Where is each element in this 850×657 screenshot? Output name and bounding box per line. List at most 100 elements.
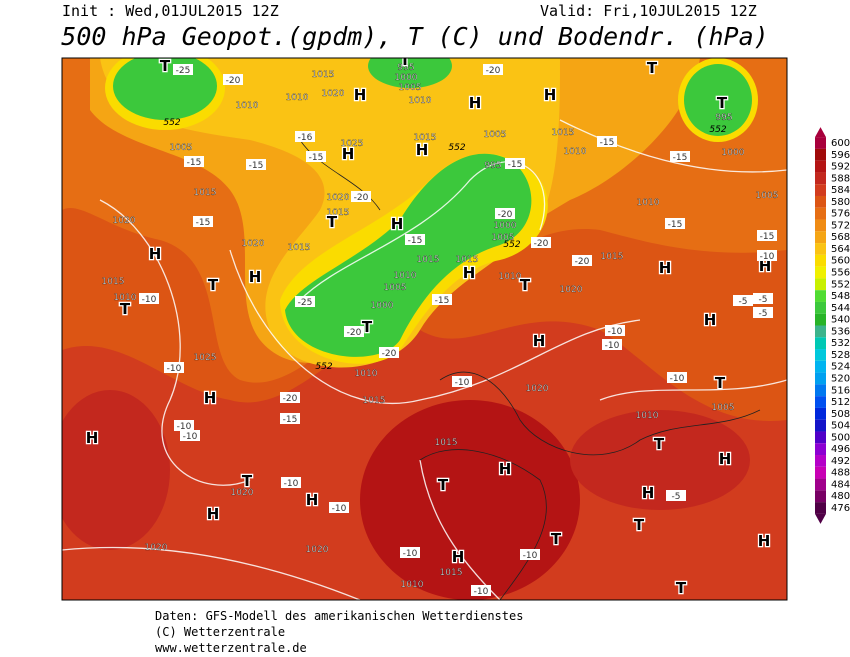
geopotential-label: 552	[503, 240, 520, 250]
isobar-label: 1005	[756, 191, 779, 201]
isobar-label: 1010	[409, 96, 432, 106]
pressure-center: H	[354, 86, 367, 104]
colorbar-label: 484	[831, 479, 850, 490]
isobar-label: 1020	[526, 384, 549, 394]
colorbar-label: 580	[831, 197, 850, 208]
footer-url: www.wetterzentrale.de	[155, 641, 307, 655]
temperature-label-box	[432, 294, 452, 305]
temperature-label: -16	[298, 133, 313, 143]
temperature-label: -10	[760, 252, 775, 262]
temperature-label: -10	[403, 549, 418, 559]
pressure-center: H	[719, 450, 732, 468]
isobar-label: 1015	[456, 255, 479, 265]
temperature-label: -10	[332, 504, 347, 514]
temperature-label: -10	[670, 374, 685, 384]
temperature-label: -15	[408, 236, 423, 246]
pressure-center: T	[362, 318, 373, 336]
pressure-center: H	[704, 311, 717, 329]
pressure-center: T	[242, 472, 253, 490]
isobar-label: 1010	[355, 369, 378, 379]
temperature-label-box	[452, 376, 472, 387]
geopotential-label: 552	[315, 362, 332, 372]
geopotential-label: 552	[448, 143, 465, 153]
valid-time: Valid: Fri,10JUL2015 12Z	[540, 2, 757, 20]
colorbar-swatch	[815, 313, 826, 326]
colorbar-swatch	[815, 278, 826, 291]
pressure-center: T	[160, 57, 171, 75]
temperature-label: -20	[534, 239, 549, 249]
colorbar-label: 596	[831, 150, 850, 161]
temperature-label: -15	[600, 138, 615, 148]
temperature-label: -20	[354, 193, 369, 203]
temperature-label: -10	[455, 378, 470, 388]
isobar-label: 1015	[327, 208, 350, 218]
pressure-center: H	[758, 532, 771, 550]
colorbar-swatch	[815, 466, 826, 479]
isobar-label: 1005	[492, 233, 515, 243]
temperature-label-box	[753, 293, 773, 304]
pressure-center: T	[551, 530, 562, 548]
colorbar-label: 524	[831, 362, 850, 373]
colorbar-label: 480	[831, 491, 850, 502]
colorbar-cap	[815, 127, 826, 138]
map-frame	[61, 57, 788, 601]
temperature-label-box	[379, 347, 399, 358]
isobar-label: 1005	[712, 403, 735, 413]
temperature-label: -15	[508, 160, 523, 170]
pressure-center: T	[120, 300, 131, 318]
pressure-center: H	[149, 245, 162, 263]
pressure-center: T	[717, 94, 728, 112]
temperature-label-box	[602, 339, 622, 350]
temperature-label: -20	[347, 328, 362, 338]
colorbar-label: 492	[831, 456, 850, 467]
isobar-label: 1015	[312, 70, 335, 80]
pressure-center: T	[520, 276, 531, 294]
isobar-label: 1015	[363, 396, 386, 406]
footer-source: Daten: GFS-Modell des amerikanischen Wet…	[155, 609, 523, 623]
pressure-center: T	[647, 59, 658, 77]
colorbar-swatch	[815, 384, 826, 397]
colorbar-swatch	[815, 337, 826, 350]
pressure-center: H	[499, 460, 512, 478]
temperature-label: -10	[605, 341, 620, 351]
temperature-label: -20	[486, 66, 501, 76]
isobar-label: 1005	[484, 130, 507, 140]
temperature-label-box	[665, 218, 685, 229]
temperature-label-box	[666, 490, 686, 501]
temperature-label-box	[246, 159, 266, 170]
temperature-label: -5	[739, 297, 748, 307]
temperature-label: -15	[196, 218, 211, 228]
colorbar-label: 572	[831, 220, 850, 231]
isobar-label: 1010	[401, 580, 424, 590]
temperature-label-box	[306, 151, 326, 162]
pressure-center: T	[438, 476, 449, 494]
colorbar-label: 544	[831, 303, 850, 314]
colorbar-label: 588	[831, 173, 850, 184]
pressure-center: T	[634, 516, 645, 534]
colorbar-swatch	[815, 266, 826, 279]
pressure-center: H	[463, 264, 476, 282]
isobar-label: 1015	[601, 252, 624, 262]
isobar-label: 1015	[440, 568, 463, 578]
temperature-label-box	[344, 326, 364, 337]
isobar-label: 1000	[494, 221, 517, 231]
temperature-label-box	[295, 296, 315, 307]
temperature-label-box	[667, 372, 687, 383]
pressure-center: H	[249, 268, 262, 286]
colorbar-label: 564	[831, 244, 850, 255]
pressure-center: H	[204, 389, 217, 407]
colorbar-cap	[815, 513, 826, 524]
footer-copyright: (C) Wetterzentrale	[155, 625, 285, 639]
temperature-label: -10	[177, 422, 192, 432]
colorbar-swatch	[815, 243, 826, 255]
colorbar-label: 548	[831, 291, 850, 302]
isobar-label: 1005	[399, 83, 422, 93]
isobar-label: 1020	[231, 488, 254, 498]
isobar-label: 1020	[306, 545, 329, 555]
colorbar-swatch	[815, 172, 826, 185]
temperature-label: -15	[435, 296, 450, 306]
temperature-label-box	[753, 307, 773, 318]
colorbar-swatch	[815, 184, 826, 196]
pressure-center: H	[659, 259, 672, 277]
